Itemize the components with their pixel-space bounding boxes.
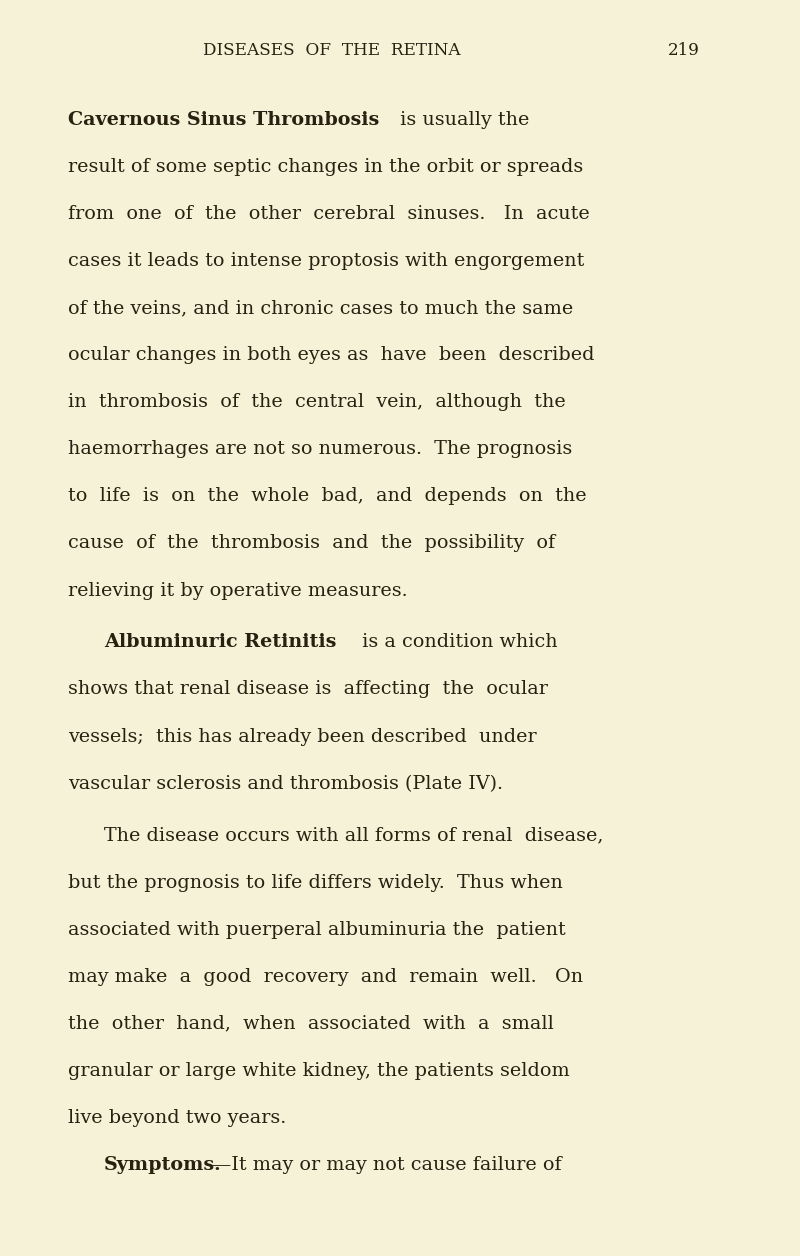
Text: granular or large white kidney, the patients seldom: granular or large white kidney, the pati… [68, 1061, 570, 1080]
Text: Symptoms.: Symptoms. [104, 1156, 222, 1174]
Text: the  other  hand,  when  associated  with  a  small: the other hand, when associated with a s… [68, 1015, 554, 1032]
Text: haemorrhages are not so numerous.  The prognosis: haemorrhages are not so numerous. The pr… [68, 441, 572, 458]
Text: vascular sclerosis and thrombosis (Plate IV).: vascular sclerosis and thrombosis (Plate… [68, 775, 503, 793]
Text: result of some septic changes in the orbit or spreads: result of some septic changes in the orb… [68, 157, 583, 176]
Text: Cavernous Sinus Thrombosis: Cavernous Sinus Thrombosis [68, 111, 379, 128]
Text: is usually the: is usually the [394, 111, 530, 128]
Text: in  thrombosis  of  the  central  vein,  although  the: in thrombosis of the central vein, altho… [68, 393, 566, 411]
Text: The disease occurs with all forms of renal  disease,: The disease occurs with all forms of ren… [104, 826, 603, 844]
Text: 219: 219 [668, 41, 700, 59]
Text: relieving it by operative measures.: relieving it by operative measures. [68, 582, 408, 599]
Text: is a condition which: is a condition which [356, 633, 558, 652]
Text: cases it leads to intense proptosis with engorgement: cases it leads to intense proptosis with… [68, 251, 584, 270]
Text: vessels;  this has already been described  under: vessels; this has already been described… [68, 727, 537, 746]
Text: to  life  is  on  the  whole  bad,  and  depends  on  the: to life is on the whole bad, and depends… [68, 487, 586, 505]
Text: Albuminuric Retinitis: Albuminuric Retinitis [104, 633, 336, 652]
Text: may make  a  good  recovery  and  remain  well.   On: may make a good recovery and remain well… [68, 967, 583, 986]
Text: associated with puerperal albuminuria the  patient: associated with puerperal albuminuria th… [68, 921, 566, 938]
Text: —It may or may not cause failure of: —It may or may not cause failure of [212, 1156, 562, 1174]
Text: of the veins, and in chronic cases to much the same: of the veins, and in chronic cases to mu… [68, 299, 574, 317]
Text: cause  of  the  thrombosis  and  the  possibility  of: cause of the thrombosis and the possibil… [68, 535, 555, 553]
Text: shows that renal disease is  affecting  the  ocular: shows that renal disease is affecting th… [68, 681, 548, 698]
Text: live beyond two years.: live beyond two years. [68, 1109, 286, 1127]
Text: but the prognosis to life differs widely.  Thus when: but the prognosis to life differs widely… [68, 873, 563, 892]
Text: ocular changes in both eyes as  have  been  described: ocular changes in both eyes as have been… [68, 345, 594, 364]
Text: DISEASES  OF  THE  RETINA: DISEASES OF THE RETINA [203, 41, 461, 59]
Text: from  one  of  the  other  cerebral  sinuses.   In  acute: from one of the other cerebral sinuses. … [68, 205, 590, 222]
